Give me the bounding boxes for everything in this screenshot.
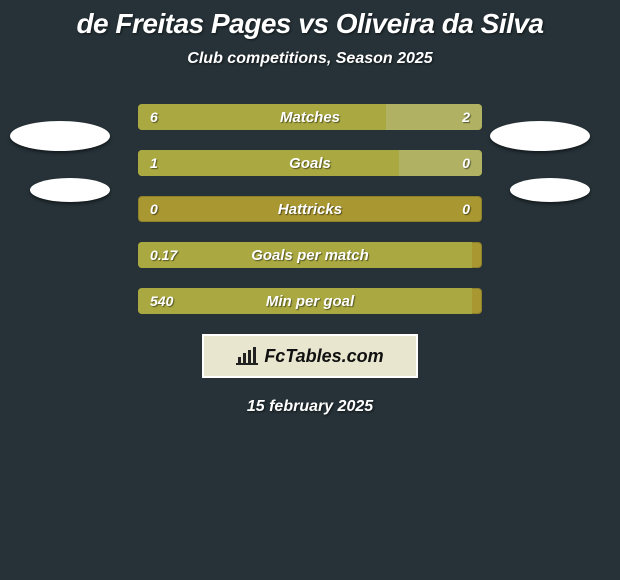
row-value-right: 0	[462, 150, 470, 176]
row-label: Min per goal	[138, 288, 482, 314]
brand-label: FcTables.com	[264, 346, 383, 367]
row-value-right: 2	[462, 104, 470, 130]
row-value-left: 0	[150, 196, 158, 222]
row-value-left: 6	[150, 104, 158, 130]
decorative-ellipse	[30, 178, 110, 202]
page-title: de Freitas Pages vs Oliveira da Silva	[0, 8, 620, 40]
subtitle: Club competitions, Season 2025	[0, 50, 620, 68]
comparison-rows: Matches62Goals10Hattricks00Goals per mat…	[138, 104, 482, 314]
comparison-card: de Freitas Pages vs Oliveira da Silva Cl…	[0, 0, 620, 580]
brand-box: FcTables.com	[202, 334, 418, 378]
decorative-ellipse	[490, 121, 590, 151]
comparison-row: Min per goal540	[138, 288, 482, 314]
row-label: Matches	[138, 104, 482, 130]
row-value-left: 1	[150, 150, 158, 176]
row-value-left: 0.17	[150, 242, 177, 268]
comparison-row: Goals1 0	[138, 150, 482, 176]
row-value-right: 0	[462, 196, 470, 222]
bar-chart-icon	[236, 347, 258, 365]
row-value-left: 540	[150, 288, 173, 314]
comparison-row: Goals per match0.17	[138, 242, 482, 268]
date-label: 15 february 2025	[0, 398, 620, 416]
decorative-ellipse	[10, 121, 110, 151]
main-area: Matches62Goals10Hattricks00Goals per mat…	[0, 104, 620, 416]
row-label: Hattricks	[138, 196, 482, 222]
row-label: Goals per match	[138, 242, 482, 268]
comparison-row: Hattricks0 0	[138, 196, 482, 222]
decorative-ellipse	[510, 178, 590, 202]
comparison-row: Matches6 2	[138, 104, 482, 130]
row-label: Goals	[138, 150, 482, 176]
